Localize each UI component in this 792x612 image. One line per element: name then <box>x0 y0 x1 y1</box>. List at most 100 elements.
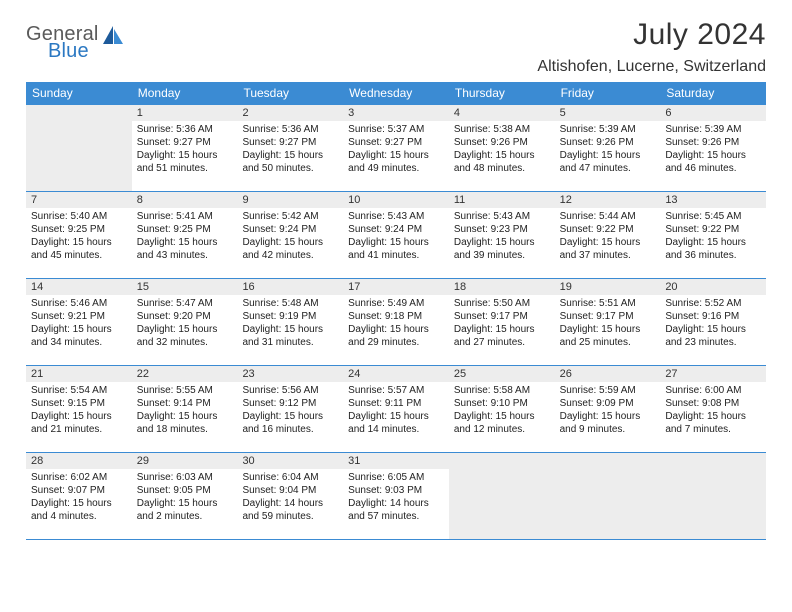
day-cell-empty <box>26 105 132 191</box>
sunrise-text: Sunrise: 5:52 AM <box>665 297 761 310</box>
day-number: 16 <box>237 279 343 295</box>
dow-sunday: Sunday <box>26 82 132 105</box>
sunset-text: Sunset: 9:26 PM <box>665 136 761 149</box>
daylight-text: Daylight: 15 hours and 21 minutes. <box>31 410 127 436</box>
day-cell: 26Sunrise: 5:59 AMSunset: 9:09 PMDayligh… <box>555 366 661 452</box>
day-cell: 16Sunrise: 5:48 AMSunset: 9:19 PMDayligh… <box>237 279 343 365</box>
daylight-text: Daylight: 15 hours and 31 minutes. <box>242 323 338 349</box>
sunrise-text: Sunrise: 5:43 AM <box>454 210 550 223</box>
dow-saturday: Saturday <box>660 82 766 105</box>
day-number: 9 <box>237 192 343 208</box>
day-number: 20 <box>660 279 766 295</box>
day-body: Sunrise: 5:39 AMSunset: 9:26 PMDaylight:… <box>660 121 766 179</box>
sunset-text: Sunset: 9:15 PM <box>31 397 127 410</box>
sunrise-text: Sunrise: 5:37 AM <box>348 123 444 136</box>
daylight-text: Daylight: 15 hours and 37 minutes. <box>560 236 656 262</box>
day-cell: 12Sunrise: 5:44 AMSunset: 9:22 PMDayligh… <box>555 192 661 278</box>
day-number: 24 <box>343 366 449 382</box>
daylight-text: Daylight: 15 hours and 23 minutes. <box>665 323 761 349</box>
day-number: 3 <box>343 105 449 121</box>
day-body: Sunrise: 6:02 AMSunset: 9:07 PMDaylight:… <box>26 469 132 527</box>
day-body: Sunrise: 5:39 AMSunset: 9:26 PMDaylight:… <box>555 121 661 179</box>
day-cell: 3 Sunrise: 5:37 AMSunset: 9:27 PMDaylight… <box>343 105 449 191</box>
sunset-text: Sunset: 9:21 PM <box>31 310 127 323</box>
day-cell: 4Sunrise: 5:38 AMSunset: 9:26 PMDaylight… <box>449 105 555 191</box>
day-cell: 17Sunrise: 5:49 AMSunset: 9:18 PMDayligh… <box>343 279 449 365</box>
sunset-text: Sunset: 9:25 PM <box>137 223 233 236</box>
day-number: 8 <box>132 192 238 208</box>
day-cell: 14Sunrise: 5:46 AMSunset: 9:21 PMDayligh… <box>26 279 132 365</box>
sunrise-text: Sunrise: 5:39 AM <box>560 123 656 136</box>
dow-wednesday: Wednesday <box>343 82 449 105</box>
sunrise-text: Sunrise: 5:55 AM <box>137 384 233 397</box>
sunset-text: Sunset: 9:26 PM <box>454 136 550 149</box>
day-body: Sunrise: 5:38 AMSunset: 9:26 PMDaylight:… <box>449 121 555 179</box>
day-body: Sunrise: 5:44 AMSunset: 9:22 PMDaylight:… <box>555 208 661 266</box>
day-cell: 1Sunrise: 5:36 AMSunset: 9:27 PMDaylight… <box>132 105 238 191</box>
day-cell: 8Sunrise: 5:41 AMSunset: 9:25 PMDaylight… <box>132 192 238 278</box>
sunset-text: Sunset: 9:22 PM <box>665 223 761 236</box>
sunset-text: Sunset: 9:27 PM <box>242 136 338 149</box>
week-row: 7Sunrise: 5:40 AMSunset: 9:25 PMDaylight… <box>26 192 766 279</box>
day-number: 26 <box>555 366 661 382</box>
daylight-text: Daylight: 15 hours and 50 minutes. <box>242 149 338 175</box>
sunset-text: Sunset: 9:18 PM <box>348 310 444 323</box>
sunrise-text: Sunrise: 6:00 AM <box>665 384 761 397</box>
sunrise-text: Sunrise: 5:42 AM <box>242 210 338 223</box>
day-body: Sunrise: 5:59 AMSunset: 9:09 PMDaylight:… <box>555 382 661 440</box>
day-body: Sunrise: 5:45 AMSunset: 9:22 PMDaylight:… <box>660 208 766 266</box>
sunset-text: Sunset: 9:07 PM <box>31 484 127 497</box>
day-cell: 6Sunrise: 5:39 AMSunset: 9:26 PMDaylight… <box>660 105 766 191</box>
logo: General Blue <box>26 18 125 61</box>
day-cell: 30Sunrise: 6:04 AMSunset: 9:04 PMDayligh… <box>237 453 343 539</box>
day-body: Sunrise: 6:04 AMSunset: 9:04 PMDaylight:… <box>237 469 343 527</box>
location-subtitle: Altishofen, Lucerne, Switzerland <box>537 58 766 76</box>
daylight-text: Daylight: 15 hours and 49 minutes. <box>348 149 444 175</box>
daylight-text: Daylight: 15 hours and 48 minutes. <box>454 149 550 175</box>
sunset-text: Sunset: 9:11 PM <box>348 397 444 410</box>
dow-tuesday: Tuesday <box>237 82 343 105</box>
sunset-text: Sunset: 9:12 PM <box>242 397 338 410</box>
sunset-text: Sunset: 9:19 PM <box>242 310 338 323</box>
daylight-text: Daylight: 15 hours and 36 minutes. <box>665 236 761 262</box>
daylight-text: Daylight: 15 hours and 51 minutes. <box>137 149 233 175</box>
day-number: 22 <box>132 366 238 382</box>
daylight-text: Daylight: 15 hours and 34 minutes. <box>31 323 127 349</box>
sunrise-text: Sunrise: 5:57 AM <box>348 384 444 397</box>
sunrise-text: Sunrise: 5:39 AM <box>665 123 761 136</box>
day-number: 25 <box>449 366 555 382</box>
day-cell: 10Sunrise: 5:43 AMSunset: 9:24 PMDayligh… <box>343 192 449 278</box>
sunset-text: Sunset: 9:27 PM <box>137 136 233 149</box>
day-body: Sunrise: 5:51 AMSunset: 9:17 PMDaylight:… <box>555 295 661 353</box>
day-cell: 28Sunrise: 6:02 AMSunset: 9:07 PMDayligh… <box>26 453 132 539</box>
day-cell: 22Sunrise: 5:55 AMSunset: 9:14 PMDayligh… <box>132 366 238 452</box>
week-row: 28Sunrise: 6:02 AMSunset: 9:07 PMDayligh… <box>26 453 766 540</box>
daylight-text: Daylight: 15 hours and 7 minutes. <box>665 410 761 436</box>
sunset-text: Sunset: 9:27 PM <box>348 136 444 149</box>
day-cell: 25Sunrise: 5:58 AMSunset: 9:10 PMDayligh… <box>449 366 555 452</box>
day-cell: 13Sunrise: 5:45 AMSunset: 9:22 PMDayligh… <box>660 192 766 278</box>
day-body: Sunrise: 5:48 AMSunset: 9:19 PMDaylight:… <box>237 295 343 353</box>
sunset-text: Sunset: 9:24 PM <box>348 223 444 236</box>
day-body: Sunrise: 5:58 AMSunset: 9:10 PMDaylight:… <box>449 382 555 440</box>
sunrise-text: Sunrise: 6:05 AM <box>348 471 444 484</box>
daylight-text: Daylight: 14 hours and 59 minutes. <box>242 497 338 523</box>
daylight-text: Daylight: 15 hours and 42 minutes. <box>242 236 338 262</box>
sunrise-text: Sunrise: 5:38 AM <box>454 123 550 136</box>
day-cell: 19Sunrise: 5:51 AMSunset: 9:17 PMDayligh… <box>555 279 661 365</box>
sunrise-text: Sunrise: 5:58 AM <box>454 384 550 397</box>
sunrise-text: Sunrise: 5:41 AM <box>137 210 233 223</box>
day-body: Sunrise: 5:54 AMSunset: 9:15 PMDaylight:… <box>26 382 132 440</box>
sunset-text: Sunset: 9:23 PM <box>454 223 550 236</box>
daylight-text: Daylight: 15 hours and 29 minutes. <box>348 323 444 349</box>
dow-friday: Friday <box>555 82 661 105</box>
day-number: 30 <box>237 453 343 469</box>
day-body: Sunrise: 5:52 AMSunset: 9:16 PMDaylight:… <box>660 295 766 353</box>
sunset-text: Sunset: 9:25 PM <box>31 223 127 236</box>
sunset-text: Sunset: 9:14 PM <box>137 397 233 410</box>
month-title: July 2024 <box>537 18 766 52</box>
sunrise-text: Sunrise: 5:47 AM <box>137 297 233 310</box>
sunset-text: Sunset: 9:03 PM <box>348 484 444 497</box>
day-number: 5 <box>555 105 661 121</box>
sunrise-text: Sunrise: 6:03 AM <box>137 471 233 484</box>
